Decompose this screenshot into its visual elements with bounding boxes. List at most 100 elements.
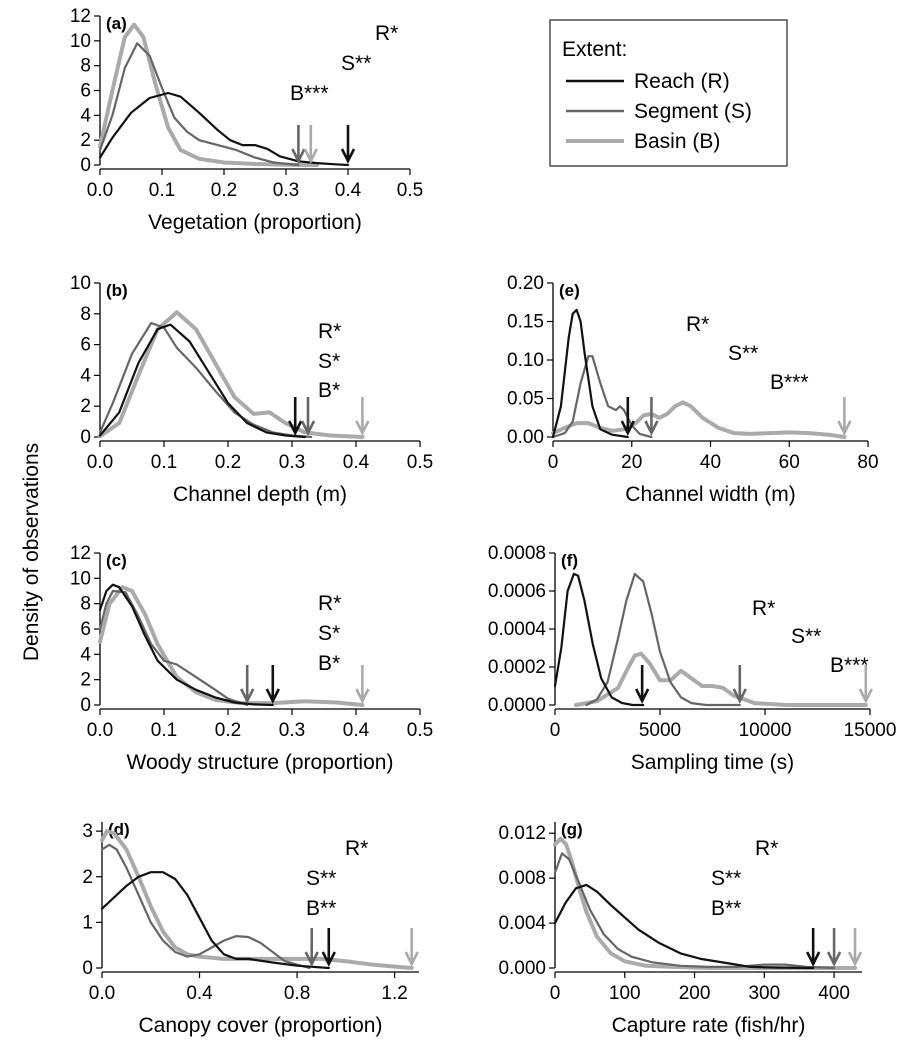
shared-y-axis-label: Density of observations [20,443,43,661]
significance-label: R* [686,313,709,336]
x-axis-label: Woody structure (proportion) [127,751,394,774]
y-tick-label: 0.20 [507,273,544,294]
panel-c: 0 2 4 6 8 10 12 0.0 0.1 0.2 0.3 0.4 0.5 Woody structu… [70,543,433,774]
y-tick-label: 8 [80,56,91,77]
x-tick-label: 0.0 [87,720,113,741]
x-tick-label: 0.8 [284,983,310,1004]
x-tick-label: 0.3 [273,180,299,201]
y-tick-label: 0.008 [498,868,546,889]
significance-label: B*** [290,82,329,105]
panel-label: (e) [559,281,580,300]
x-tick-label: 0.2 [211,180,237,201]
x-axis-label: Canopy cover (proportion) [139,1014,383,1037]
x-tick-label: 0.4 [343,452,370,473]
y-tick-label: 6 [80,81,91,102]
y-tick-label: 0.012 [498,823,546,844]
x-tick-label: 0.4 [335,180,362,201]
significance-label: R* [345,837,368,860]
y-tick-label: 2 [82,867,93,888]
series-line-segment [555,853,834,968]
x-tick-label: 0.3 [279,720,305,741]
x-axis-label: Capture rate (fish/hr) [612,1014,806,1037]
panel-f: 0.0000 0.0002 0.0004 0.0006 0.0008 0 5000 10000… [488,543,897,774]
series-line-basin [100,25,317,165]
panel-g: 0.0000.0040.0080.0120 100 200 300 400Capture… [498,820,862,1037]
series-line-basin [576,654,866,705]
significance-label: B** [306,897,336,920]
x-tick-label: 0 [550,720,561,741]
x-axis-label: Channel width (m) [625,483,795,506]
significance-label: S* [318,350,340,373]
significance-label: B** [711,897,741,920]
significance-label: S** [711,867,741,890]
y-tick-label: 0 [80,155,91,176]
panel-label: (a) [106,14,127,33]
x-tick-label: 0.1 [151,720,177,741]
y-tick-label: 0.004 [498,913,546,934]
y-tick-label: 6 [80,335,91,356]
x-tick-label: 0.0 [87,452,113,473]
x-tick-label: 40 [700,452,721,473]
series-line-segment [100,591,247,705]
panel-a: 0 2 4 6 8 10 12 0.0 0.1 0.2 0.3 0.4 0.5 Vegetation (p… [70,6,423,234]
y-tick-label: 0 [80,695,91,716]
x-tick-label: 10000 [739,720,792,741]
y-tick-label: 12 [70,6,91,27]
series-line-reach [553,310,628,437]
y-tick-label: 0.0002 [488,657,546,678]
y-tick-label: 0.0008 [488,543,546,564]
significance-label: R* [752,597,775,620]
x-tick-label: 15000 [844,720,897,741]
y-tick-label: 0 [82,958,93,979]
y-tick-label: 10 [70,568,91,589]
y-tick-label: 4 [80,644,91,665]
y-tick-label: 8 [80,304,91,325]
panel-label: (d) [108,820,130,839]
y-tick-label: 0.000 [498,958,546,979]
y-tick-label: 2 [80,396,91,417]
y-tick-label: 6 [80,619,91,640]
y-tick-label: 4 [80,105,91,126]
x-tick-label: 0.2 [215,720,241,741]
significance-label: S** [791,625,821,648]
x-tick-label: 0.3 [279,452,305,473]
significance-label: B*** [770,371,809,394]
significance-label: S** [341,52,371,75]
y-tick-label: 0 [80,427,91,448]
x-axis-label: Sampling time (s) [631,751,794,774]
x-tick-label: 1.2 [381,983,407,1004]
panel-label: (c) [106,551,127,570]
x-tick-label: 0 [550,983,561,1004]
y-tick-label: 0.15 [507,312,544,333]
x-tick-label: 5000 [639,720,681,741]
x-tick-label: 0.0 [89,983,115,1004]
x-tick-label: 0 [548,452,559,473]
y-tick-label: 0.05 [507,389,544,410]
panel-label: (b) [106,281,128,300]
legend-label-reach: Reach (R) [634,70,730,93]
x-tick-label: 0.5 [407,452,433,473]
y-tick-label: 0.0004 [488,619,547,640]
significance-label: S** [728,342,758,365]
y-tick-label: 10 [70,31,91,52]
panel-b: 0 2 4 6 8 10 0.0 0.1 0.2 0.3 0.4 0.5 Channel depth (… [70,273,433,506]
significance-label: R* [318,592,341,615]
series-line-basin [555,839,855,968]
x-tick-label: 60 [779,452,800,473]
x-tick-label: 0.5 [407,720,433,741]
legend: Extent: Reach (R) Segment (S) Basin (B) [550,20,787,166]
x-axis-label: Channel depth (m) [173,483,347,506]
legend-label-basin: Basin (B) [634,130,720,153]
y-tick-label: 8 [80,594,91,615]
significance-label: S** [306,867,336,890]
panel-e: 0.000.050.100.150.200 20 40 60 80Channel wid… [507,273,879,506]
significance-label: S* [318,622,340,645]
y-tick-label: 10 [70,273,91,294]
x-tick-label: 0.4 [343,720,370,741]
y-tick-label: 0.0006 [488,581,546,602]
x-tick-label: 80 [857,452,878,473]
y-tick-label: 2 [80,130,91,151]
x-tick-label: 0.0 [87,180,113,201]
y-tick-label: 3 [82,821,93,842]
